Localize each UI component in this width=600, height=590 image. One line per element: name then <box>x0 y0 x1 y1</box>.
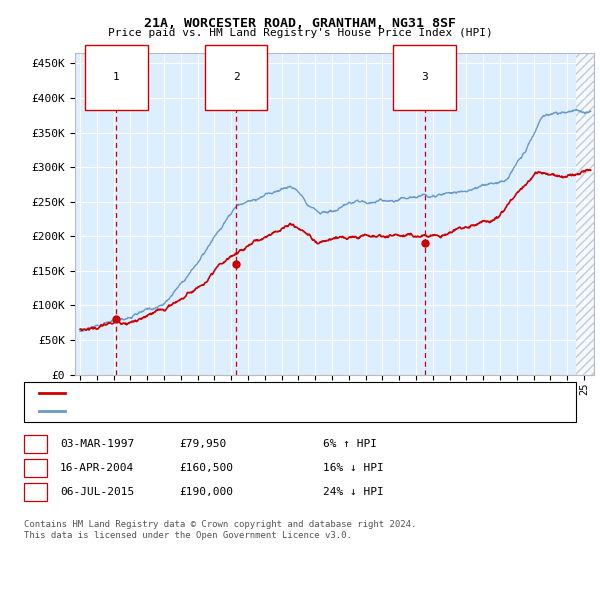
Text: 3: 3 <box>421 73 428 82</box>
Text: HPI: Average price, detached house, South Kesteven: HPI: Average price, detached house, Sout… <box>72 405 372 415</box>
Text: 1: 1 <box>32 439 39 448</box>
Text: 24% ↓ HPI: 24% ↓ HPI <box>323 487 383 497</box>
Text: 16-APR-2004: 16-APR-2004 <box>60 463 134 473</box>
Text: £190,000: £190,000 <box>179 487 233 497</box>
Text: 3: 3 <box>32 487 39 497</box>
Text: 21A, WORCESTER ROAD, GRANTHAM, NG31 8SF (detached house): 21A, WORCESTER ROAD, GRANTHAM, NG31 8SF … <box>72 388 408 398</box>
Text: 21A, WORCESTER ROAD, GRANTHAM, NG31 8SF: 21A, WORCESTER ROAD, GRANTHAM, NG31 8SF <box>144 17 456 30</box>
Text: 16% ↓ HPI: 16% ↓ HPI <box>323 463 383 473</box>
Text: 6% ↑ HPI: 6% ↑ HPI <box>323 439 377 448</box>
Text: 2: 2 <box>233 73 239 82</box>
Text: 06-JUL-2015: 06-JUL-2015 <box>60 487 134 497</box>
Text: Contains HM Land Registry data © Crown copyright and database right 2024.
This d: Contains HM Land Registry data © Crown c… <box>24 520 416 540</box>
Text: 2: 2 <box>32 463 39 473</box>
Text: Price paid vs. HM Land Registry's House Price Index (HPI): Price paid vs. HM Land Registry's House … <box>107 28 493 38</box>
Text: 1: 1 <box>113 73 120 82</box>
Text: 03-MAR-1997: 03-MAR-1997 <box>60 439 134 448</box>
Text: £160,500: £160,500 <box>179 463 233 473</box>
Text: £79,950: £79,950 <box>179 439 226 448</box>
